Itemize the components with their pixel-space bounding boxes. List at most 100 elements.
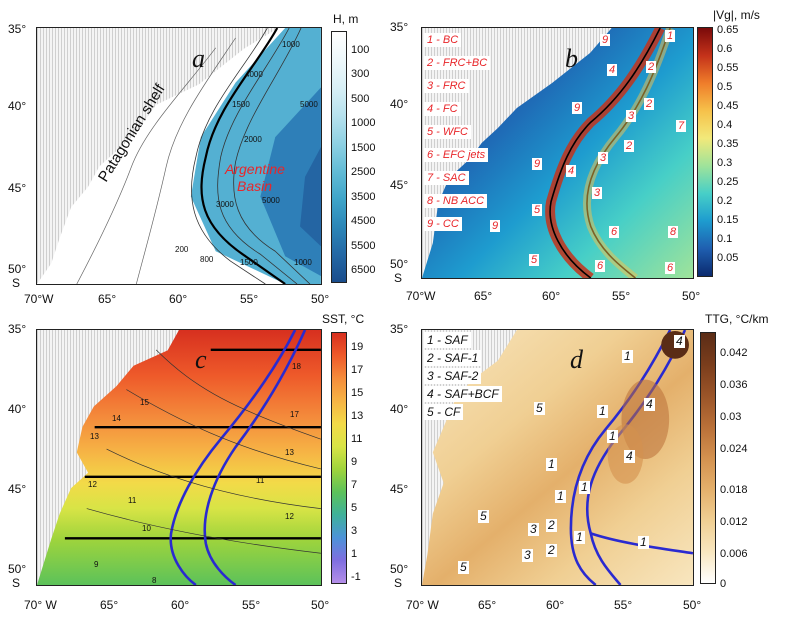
y-tick-d: 50° [390,562,409,576]
panel-letter-b: b [565,44,578,73]
cb-a-tick: 4500 [351,215,376,227]
panel-c-sst-map: c [36,329,322,586]
legend-b-item: 9 - CC [424,217,462,231]
x-tick-a: 60° [169,292,188,306]
contour-label: 11 [256,476,265,485]
cb-c-tick: 19 [351,341,364,353]
front-number: 5 [458,560,469,574]
front-number: 5 [478,509,489,523]
cb-d-tick: 0.018 [720,484,748,496]
y-tick-b: 40° [390,97,409,111]
cb-b-tick: 0.05 [717,252,739,264]
cb-b-tick: 0.55 [717,62,739,74]
cb-b-tick: 0.45 [717,100,739,112]
contour-label: 1500 [240,258,258,267]
cb-b-tick: 0.2 [717,195,733,207]
colorbar-velocity [697,27,713,277]
cb-b-tick: 0.5 [717,81,733,93]
cb-a-tick: 1000 [351,117,376,129]
legend-b: 1 - BC 2 - FRC+BC 3 - FRC 4 - FC 5 - WFC… [424,30,491,232]
cb-c-tick: 5 [351,502,358,514]
jet-number: 1 [665,30,676,42]
y-tick-c: 35° [8,322,27,336]
front-number: 1 [597,404,608,418]
basin-label-line1: Argentine [225,161,285,177]
x-tick-d: 60° [546,598,565,612]
legend-b-item: 6 - EFC jets [424,148,489,162]
jet-number: 4 [607,64,618,76]
legend-b-item: 4 - FC [424,102,461,116]
legend-b-item: 7 - SAC [424,171,469,185]
jet-number: 4 [566,165,577,177]
jet-number: 2 [644,98,655,110]
contour-label: 13 [90,432,99,441]
y-tick-a: 50° [8,262,27,276]
panel-letter-d: d [570,345,583,374]
cb-c-tick: 17 [351,364,364,376]
x-tick-c: 70° W [24,598,57,612]
front-number: 1 [579,480,590,494]
x-tick-d: 65° [478,598,497,612]
contour-label: 1000 [282,40,300,49]
front-number: 3 [522,548,533,562]
front-number: 1 [555,489,566,503]
contour-label: 10 [142,524,151,533]
front-number: 2 [546,543,557,557]
cb-b-tick: 0.3 [717,157,733,169]
contour-label: 18 [292,362,301,371]
colorbar-sst [331,332,347,584]
front-number: 1 [607,429,618,443]
y-tick-a: 45° [8,181,27,195]
jet-number: 5 [529,254,540,266]
panel-a-bathymetry-map: a Patagonian shelf Argentine Basin [36,27,322,285]
cb-d-tick: 0 [720,578,727,590]
cb-a-tick: 300 [351,68,370,80]
contour-label: 4000 [245,70,263,79]
cb-d-tick: 0.042 [720,347,748,359]
x-tick-d: 55° [614,598,633,612]
panel-b-velocity-map: 1 - BC 2 - FRC+BC 3 - FRC 4 - FC 5 - WFC… [421,27,694,279]
contour-label: 1500 [232,100,250,109]
x-tick-c: 55° [242,598,261,612]
jet-number: 5 [532,204,543,216]
contour-label: 5000 [300,100,318,109]
cb-a-tick: 2500 [351,166,376,178]
x-tick-a: 65° [98,292,117,306]
contour-label: 9 [94,560,99,569]
legend-b-item: 8 - NB ACC [424,194,488,208]
legend-b-item: 1 - BC [424,33,462,47]
front-number: 1 [638,535,649,549]
legend-d-item: 1 - SAF [424,332,471,348]
front-number: 5 [534,401,545,415]
x-tick-b: 55° [612,289,631,303]
panel-d-ttg-map: 1 - SAF 2 - SAF-1 3 - SAF-2 4 - SAF+BCF … [421,329,694,586]
cb-c-tick: 3 [351,525,358,537]
cb-b-tick: 0.65 [717,24,739,36]
cb-d-tick: 0.03 [720,411,742,423]
jet-number: 2 [646,61,657,73]
y-tick-b: 45° [390,178,409,192]
contour-label: 8 [152,576,157,585]
jet-number: 9 [490,220,501,232]
legend-d-item: 5 - CF [424,404,464,420]
current-jets [545,28,674,278]
colorbar-c-title: SST, °C [322,312,365,326]
front-number: 4 [624,449,635,463]
y-tick-d: 40° [390,402,409,416]
y-tick-d: 35° [390,322,409,336]
jet-number: 9 [532,158,543,170]
front-number: 1 [546,457,557,471]
contour-label: 3000 [216,200,234,209]
front-number: 3 [528,522,539,536]
cb-a-tick: 6500 [351,264,376,276]
front-number: 1 [574,530,585,544]
jet-number: 8 [668,226,679,238]
cb-c-tick: 15 [351,387,364,399]
x-tick-c: 50° [311,598,330,612]
contour-label: 12 [285,512,294,521]
jet-number: 3 [592,187,603,199]
cb-b-tick: 0.35 [717,138,739,150]
y-tick-d: 45° [390,482,409,496]
contour-label: 1000 [294,258,312,267]
cb-a-tick: 500 [351,93,370,105]
